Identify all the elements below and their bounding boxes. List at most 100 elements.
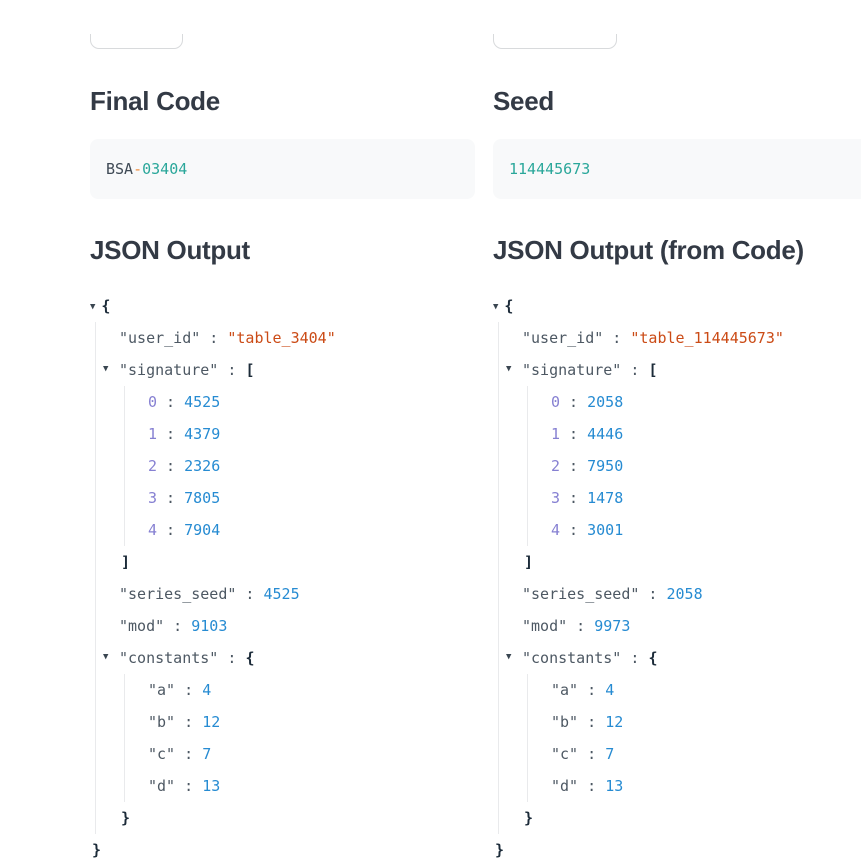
json-number-value: 13	[605, 777, 624, 795]
json-colon: :	[157, 489, 185, 507]
json-number-value: 4525	[184, 393, 221, 411]
json-number-value: 2058	[587, 393, 624, 411]
json-open-bracket: {	[101, 297, 111, 315]
json-array-index: 2	[148, 457, 158, 475]
json-group-close-row: ]	[522, 546, 861, 578]
json-number-value: 4525	[263, 585, 300, 603]
json-colon: :	[578, 777, 606, 795]
left-column: Final Code BSA -03404 JSON Output ▼{"user…	[90, 49, 475, 866]
json-colon: :	[578, 681, 606, 699]
json-key: "c"	[148, 745, 176, 763]
json-colon: :	[157, 521, 185, 539]
json-key: "a"	[148, 681, 176, 699]
json-number-value: 9103	[191, 617, 228, 635]
json-close-bracket: }	[495, 841, 505, 859]
json-open-bracket: {	[245, 649, 255, 667]
json-leaf-row: 1 : 4446	[551, 418, 861, 450]
json-colon: :	[560, 425, 588, 443]
json-colon: :	[603, 329, 631, 347]
json-leaf-row: 0 : 4525	[148, 386, 475, 418]
json-array-index: 4	[551, 521, 561, 539]
json-leaf-row: "c" : 7	[148, 738, 475, 770]
json-key: "d"	[551, 777, 579, 795]
json-group-open-row: ▼ "signature" : [	[103, 354, 475, 386]
json-number-value: 4	[202, 681, 212, 699]
json-colon: :	[621, 649, 649, 667]
json-key: "a"	[551, 681, 579, 699]
json-group-open-row: ▼ "constants" : {	[506, 642, 861, 674]
json-leaf-row: 1 : 4379	[148, 418, 475, 450]
json-group-close-row: ]	[119, 546, 475, 578]
json-number-value: 3001	[587, 521, 624, 539]
json-group-children: "a" : 4 "b" : 12 "c" : 7 "d" : 13	[527, 674, 861, 802]
json-leaf-row: "user_id" : "table_3404"	[119, 322, 475, 354]
json-colon: :	[200, 329, 228, 347]
json-close-bracket: }	[92, 841, 102, 859]
json-number-value: 7	[202, 745, 212, 763]
json-colon: :	[621, 361, 649, 379]
json-number-value: 12	[202, 713, 221, 731]
collapse-arrow-icon[interactable]: ▼	[103, 364, 109, 374]
json-open-bracket: [	[245, 361, 255, 379]
json-colon: :	[578, 745, 606, 763]
json-colon: :	[560, 521, 588, 539]
json-number-value: 4379	[184, 425, 221, 443]
json-group-open-row: ▼ "constants" : {	[103, 642, 475, 674]
json-leaf-row: 2 : 7950	[551, 450, 861, 482]
json-group-close-row: }	[119, 802, 475, 834]
collapse-arrow-icon[interactable]: ▼	[90, 302, 96, 312]
collapse-arrow-icon[interactable]: ▼	[103, 652, 109, 662]
json-array-index: 3	[551, 489, 561, 507]
final-code-title: Final Code	[90, 86, 220, 116]
json-leaf-row: "a" : 4	[551, 674, 861, 706]
json-close-bracket: }	[121, 809, 131, 827]
json-colon: :	[639, 585, 667, 603]
json-colon: :	[157, 393, 185, 411]
two-column-layout: Final Code BSA -03404 JSON Output ▼{"user…	[0, 49, 861, 866]
json-leaf-row: 3 : 1478	[551, 482, 861, 514]
code-segment-plain: BSA	[106, 160, 134, 178]
json-key: "b"	[551, 713, 579, 731]
json-group-close-row: }	[90, 834, 475, 866]
top-cover	[0, 0, 861, 34]
json-key: "mod"	[522, 617, 568, 635]
json-colon: :	[236, 585, 264, 603]
json-colon: :	[157, 425, 185, 443]
json-array-index: 1	[148, 425, 158, 443]
json-open-bracket: [	[648, 361, 658, 379]
code-segment-operator: -	[133, 160, 143, 178]
json-leaf-row: "b" : 12	[551, 706, 861, 738]
json-leaf-row: 4 : 7904	[148, 514, 475, 546]
json-colon: :	[175, 745, 203, 763]
json-number-value: 2058	[666, 585, 703, 603]
collapse-arrow-icon[interactable]: ▼	[493, 302, 499, 312]
json-number-value: 7805	[184, 489, 221, 507]
collapse-arrow-icon[interactable]: ▼	[506, 364, 512, 374]
json-number-value: 1478	[587, 489, 624, 507]
json-leaf-row: "a" : 4	[148, 674, 475, 706]
json-number-value: 12	[605, 713, 624, 731]
json-colon: :	[560, 457, 588, 475]
json-colon: :	[175, 777, 203, 795]
json-close-bracket: }	[524, 809, 534, 827]
json-leaf-row: "b" : 12	[148, 706, 475, 738]
json-leaf-row: "series_seed" : 2058	[522, 578, 861, 610]
json-group-open-row: ▼{	[90, 290, 475, 322]
json-key: "series_seed"	[522, 585, 640, 603]
json-key: "b"	[148, 713, 176, 731]
collapse-arrow-icon[interactable]: ▼	[506, 652, 512, 662]
json-group-children: "a" : 4 "b" : 12 "c" : 7 "d" : 13	[124, 674, 475, 802]
json-string-value: "table_3404"	[227, 329, 336, 347]
json-key: "signature"	[522, 361, 622, 379]
json-key: "constants"	[119, 649, 219, 667]
json-group-children: "user_id" : "table_114445673" ▼ "signature…	[498, 322, 861, 834]
json-colon: :	[218, 649, 246, 667]
json-leaf-row: "d" : 13	[148, 770, 475, 802]
json-close-bracket: ]	[524, 553, 534, 571]
code-segment-number: 03404	[142, 160, 188, 178]
json-group-children: 0 : 2058 1 : 4446 2 : 7950 3 : 1478 4 : 3001	[527, 386, 861, 546]
code-segment-number: 114445673	[509, 160, 591, 178]
json-number-value: 13	[202, 777, 221, 795]
json-string-value: "table_114445673"	[630, 329, 784, 347]
